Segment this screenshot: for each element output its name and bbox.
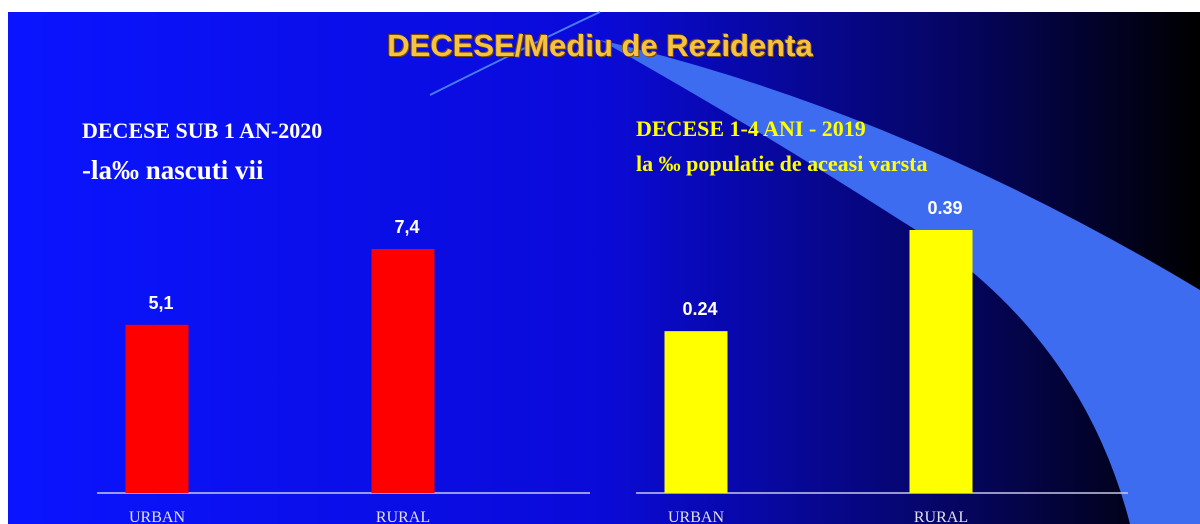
slide-title: DECESE/Mediu de Rezidenta: [387, 28, 813, 63]
value-label: 7,4: [394, 217, 419, 237]
chart-title: DECESE SUB 1 AN-2020: [82, 118, 323, 143]
value-label: 0.39: [927, 198, 962, 218]
swoosh: [600, 40, 1200, 524]
swoosh-line: [429, 11, 601, 96]
bar: [125, 324, 189, 493]
value-label: 0.24: [682, 299, 717, 319]
category-label: URBAN: [668, 509, 724, 524]
value-label: 5,1: [148, 293, 173, 313]
bar: [664, 331, 728, 493]
category-label: RURAL: [914, 509, 968, 524]
category-label: URBAN: [129, 509, 185, 524]
bar: [909, 230, 973, 493]
chart-subtitle: la ‰ populatie de aceasi varsta: [636, 151, 928, 176]
bar: [371, 249, 435, 493]
chart-subtitle: -la‰ nascuti vii: [82, 155, 264, 185]
chart-title: DECESE 1-4 ANI - 2019: [636, 116, 866, 141]
category-label: RURAL: [376, 509, 430, 524]
